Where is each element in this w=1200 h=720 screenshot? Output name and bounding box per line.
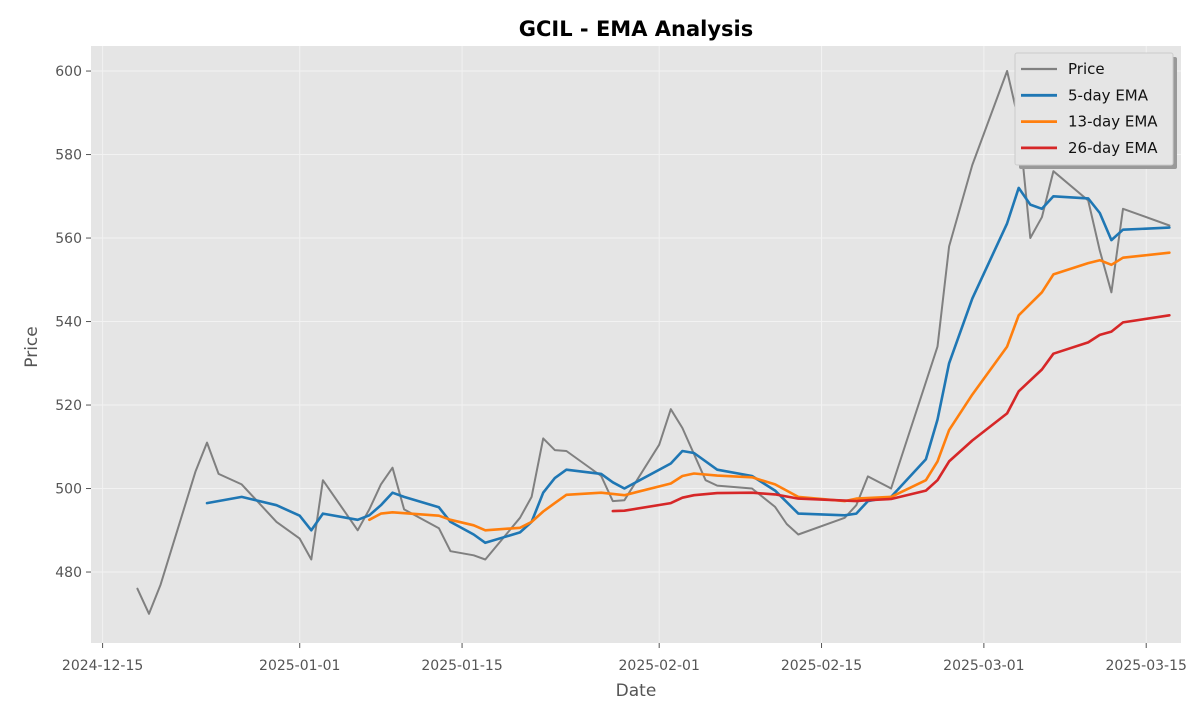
chart-title: GCIL - EMA Analysis [519, 17, 753, 41]
y-tick-label: 520 [55, 398, 82, 414]
legend-label: 26-day EMA [1068, 139, 1158, 157]
series-line-price [136, 70, 1171, 615]
legend-label: Price [1068, 60, 1105, 78]
legend-box [1014, 52, 1174, 166]
legend-items: Price 5-day EMA 13-day EMA 26-day EMA [1021, 60, 1158, 157]
legend-label: 13-day EMA [1068, 113, 1158, 131]
y-tick-label: 500 [55, 482, 82, 498]
y-tick-label: 580 [55, 148, 82, 164]
x-tick-label: 2025-02-15 [781, 658, 862, 674]
x-tick-label: 2025-01-15 [421, 658, 502, 674]
x-tick-label: 2025-02-01 [619, 658, 700, 674]
series-line-5-day-ema [205, 186, 1171, 545]
plot-area [91, 46, 1181, 643]
series-line-26-day-ema [611, 313, 1171, 513]
x-tick-label: 2024-12-15 [62, 658, 143, 674]
x-tick-label: 2025-03-15 [1106, 658, 1187, 674]
x-tick-label: 2025-03-01 [943, 658, 1024, 674]
legend: Price 5-day EMA 13-day EMA 26-day EMA [1014, 52, 1177, 169]
y-tick-label: 480 [55, 565, 82, 581]
y-axis-title: Price [22, 326, 42, 367]
x-axis-title: Date [616, 681, 657, 701]
x-axis-ticks: 2024-12-15 2025-01-01 2025-01-15 2025-02-01… [62, 643, 1187, 674]
x-tick-label: 2025-01-01 [259, 658, 340, 674]
series-lines [136, 70, 1171, 615]
legend-label: 5-day EMA [1068, 86, 1149, 104]
y-tick-label: 560 [55, 231, 82, 247]
grid-lines [91, 46, 1181, 643]
y-tick-label: 540 [55, 315, 82, 331]
series-line-13-day-ema [367, 251, 1171, 532]
y-axis-ticks: 480 500 520 540 560 580 600 [55, 64, 91, 581]
y-tick-label: 600 [55, 64, 82, 80]
